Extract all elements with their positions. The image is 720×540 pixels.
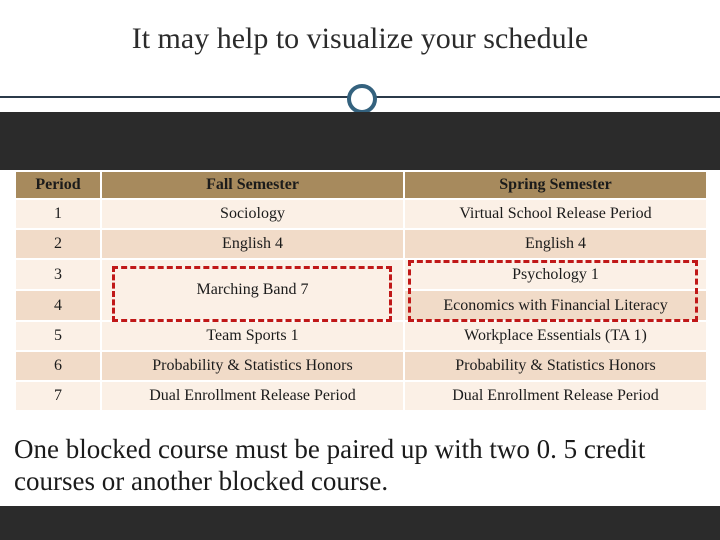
header-row: Period Fall Semester Spring Semester <box>15 171 707 199</box>
dark-footer <box>0 506 720 540</box>
col-spring: Spring Semester <box>404 171 707 199</box>
cell-spring: Economics with Financial Literacy <box>404 290 707 321</box>
col-period: Period <box>15 171 101 199</box>
footnote-text: One blocked course must be paired up wit… <box>14 434 706 498</box>
cell-period: 7 <box>15 381 101 411</box>
cell-period: 3 <box>15 259 101 290</box>
cell-spring: Psychology 1 <box>404 259 707 290</box>
cell-period: 2 <box>15 229 101 259</box>
cell-period: 1 <box>15 199 101 229</box>
cell-fall: Probability & Statistics Honors <box>101 351 404 381</box>
cell-spring: Probability & Statistics Honors <box>404 351 707 381</box>
cell-fall: Sociology <box>101 199 404 229</box>
cell-spring: Dual Enrollment Release Period <box>404 381 707 411</box>
schedule-table-wrap: Period Fall Semester Spring Semester 1 S… <box>14 170 706 412</box>
table-row: 6 Probability & Statistics Honors Probab… <box>15 351 707 381</box>
table-row: 7 Dual Enrollment Release Period Dual En… <box>15 381 707 411</box>
cell-period: 6 <box>15 351 101 381</box>
table-row: 1 Sociology Virtual School Release Perio… <box>15 199 707 229</box>
cell-fall: Dual Enrollment Release Period <box>101 381 404 411</box>
table-row: 2 English 4 English 4 <box>15 229 707 259</box>
cell-spring: English 4 <box>404 229 707 259</box>
schedule-table: Period Fall Semester Spring Semester 1 S… <box>14 170 708 412</box>
slide: It may help to visualize your schedule P… <box>0 0 720 540</box>
slide-title: It may help to visualize your schedule <box>0 0 720 56</box>
cell-spring: Workplace Essentials (TA 1) <box>404 321 707 351</box>
col-fall: Fall Semester <box>101 171 404 199</box>
ring-icon <box>347 84 377 114</box>
table-row: 3 Marching Band 7 Psychology 1 <box>15 259 707 290</box>
cell-fall: English 4 <box>101 229 404 259</box>
cell-fall: Team Sports 1 <box>101 321 404 351</box>
cell-period: 5 <box>15 321 101 351</box>
cell-spring: Virtual School Release Period <box>404 199 707 229</box>
table-row: 5 Team Sports 1 Workplace Essentials (TA… <box>15 321 707 351</box>
cell-fall-merged: Marching Band 7 <box>101 259 404 321</box>
dark-band <box>0 112 720 170</box>
cell-period: 4 <box>15 290 101 321</box>
